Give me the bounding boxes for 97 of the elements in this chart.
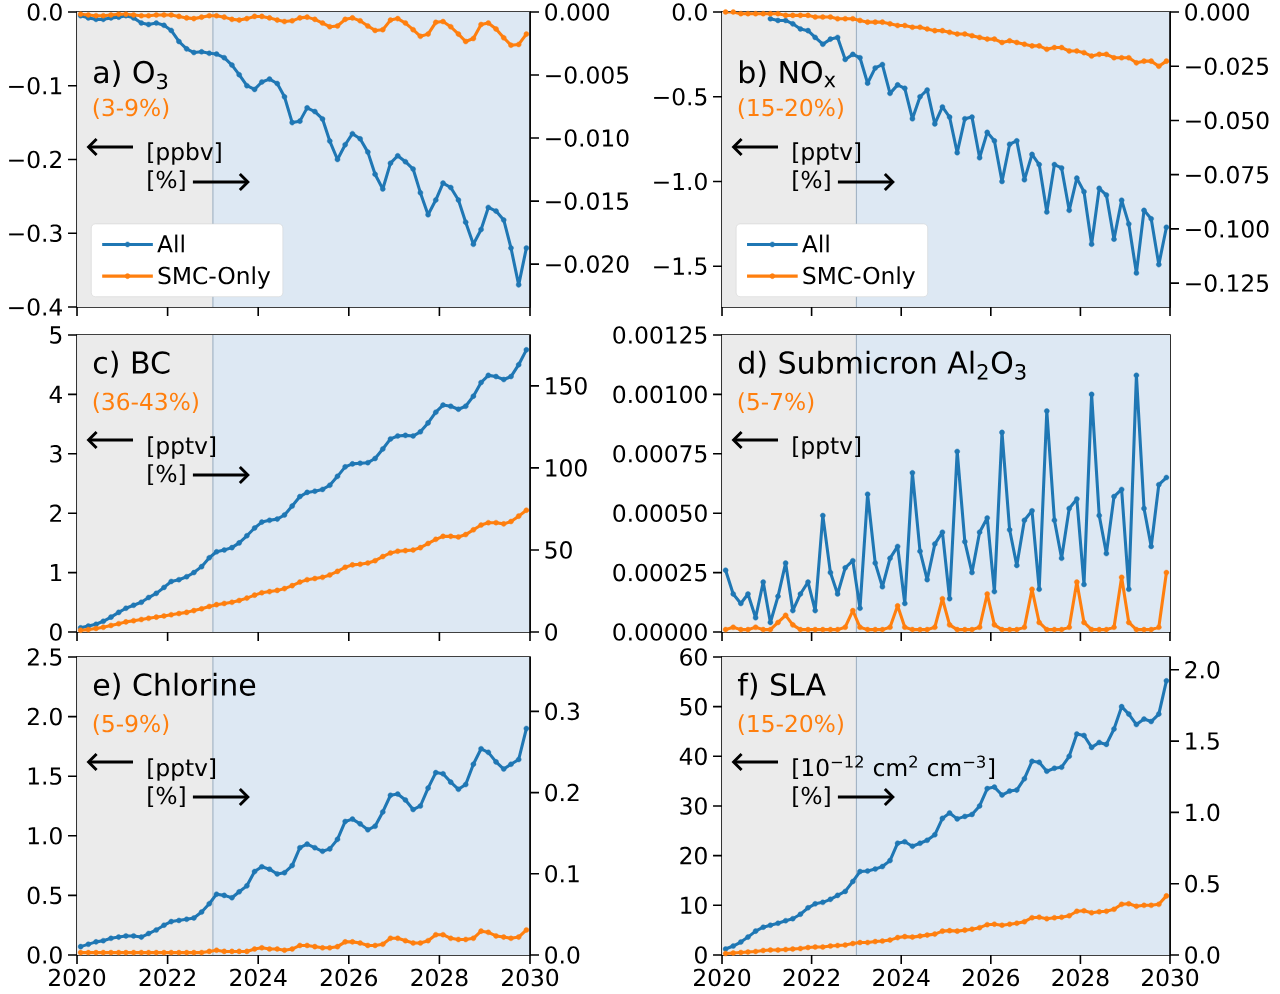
y-tick-label: 0 (695, 946, 707, 964)
y-tick-label: −1.0 (654, 172, 707, 191)
annotation: (15-20%) (738, 714, 843, 736)
annotation: [10$^{−12}$ cm$^{2}$ cm$^{−3}$] (793, 755, 995, 780)
y-tick-label: −0.5 (654, 87, 707, 106)
y-tick-label: 0.00075 (613, 444, 707, 463)
legend-label: All (157, 234, 184, 253)
y2-tick-label: 0.5 (1185, 874, 1219, 893)
y2-tick-label: −0.015 (546, 192, 629, 210)
y2-tick-label: 100 (546, 459, 587, 477)
y-tick-label: 2 (50, 504, 61, 522)
chart-title: f) SLA (737, 672, 826, 700)
y-tick-label: −0.1 (9, 76, 62, 95)
annotation: (3-9%) (93, 98, 169, 120)
chart-title: e) Chlorine (93, 672, 256, 700)
y-tick-label: 0.0 (27, 3, 62, 21)
y-tick-label: 10 (681, 896, 707, 915)
text: d) Submicron Al$_{2}$O$_{3}$ (738, 350, 1026, 380)
y2-tick-label: 0.0 (1185, 946, 1220, 964)
text: b) NO$_{x}$ (740, 60, 836, 88)
y2-tick-label: −0.020 (546, 255, 629, 273)
annotation: [pptv] (793, 142, 861, 165)
annotation: [%] (148, 464, 185, 486)
y-tick-label: 2.0 (27, 707, 62, 726)
y-tick-label: 0.0 (27, 946, 62, 964)
y-tick-label: 1 (51, 564, 62, 582)
x-tick-label: 2028 (1052, 968, 1109, 987)
annotation: (36-43%) (93, 392, 198, 414)
y2-tick-label: 0.0 (545, 946, 580, 964)
y2-tick-label: 0.1 (545, 864, 579, 883)
y-tick-label: −0.3 (9, 224, 62, 243)
y-tick-label: 0.5 (27, 886, 62, 905)
y2-tick-label: 1.5 (1186, 732, 1219, 750)
x-tick-label: 2022 (139, 968, 195, 987)
y-tick-label: 50 (680, 697, 707, 716)
chart-title: c) BC (93, 350, 170, 378)
y2-tick-label: 50 (545, 541, 572, 559)
y-tick-label: −1.5 (654, 257, 707, 275)
y-tick-label: 30 (680, 797, 707, 815)
y2-tick-label: −0.100 (1186, 220, 1269, 238)
y-tick-label: 5 (50, 326, 62, 344)
y-tick-label: 0.0 (672, 3, 707, 21)
y-tick-label: 0 (50, 623, 62, 641)
y-tick-label: 2.5 (27, 648, 62, 666)
y2-tick-label: −0.050 (1186, 111, 1269, 130)
legend-label: SMC-Only (158, 266, 271, 289)
x-tick-label: 2020 (694, 968, 751, 987)
y-tick-label: 0.00100 (613, 385, 707, 404)
annotation: [pptv] (148, 436, 216, 459)
y2-tick-label: 2.0 (1185, 661, 1220, 679)
annotation: [pptv] (148, 758, 216, 781)
annotation: [%] (148, 786, 185, 808)
x-tick-label: 2026 (320, 968, 378, 987)
y2-tick-label: −0.005 (546, 66, 629, 84)
y2-tick-label: 150 (546, 377, 587, 395)
y-tick-label: 0.00000 (613, 623, 707, 641)
y-tick-label: 4 (49, 385, 62, 403)
x-tick-label: 2022 (783, 968, 839, 987)
x-tick-label: 2020 (49, 968, 106, 987)
legend-label: SMC-Only (803, 266, 915, 289)
y-tick-label: 0.00125 (613, 326, 707, 344)
annotation: [%] (793, 786, 830, 808)
x-tick-label: 2026 (962, 968, 1020, 987)
x-tick-label: 2030 (1142, 968, 1199, 987)
annotation: (5-7%) (738, 392, 814, 414)
annotation: [%] (148, 170, 185, 192)
annotation: [%] (793, 170, 830, 192)
x-tick-label: 2024 (873, 968, 930, 987)
y2-tick-label: 0.000 (545, 3, 609, 21)
y-tick-label: 0.00050 (613, 504, 707, 523)
y2-tick-label: 0.000 (1185, 3, 1249, 21)
y-tick-label: −0.2 (9, 150, 61, 169)
annotation: [pptv] (793, 436, 861, 459)
y-tick-label: 0.00025 (613, 563, 707, 582)
y2-tick-label: −0.125 (1186, 274, 1268, 292)
y-tick-label: −0.4 (9, 298, 62, 316)
annotation: (15-20%) (738, 98, 843, 120)
y2-tick-label: −0.025 (1186, 57, 1268, 76)
x-tick-label: 2024 (230, 968, 287, 987)
y2-tick-label: 0 (545, 623, 558, 641)
y2-tick-label: 0.2 (545, 783, 579, 802)
y-tick-label: 3 (50, 444, 62, 463)
y-tick-label: 1.0 (28, 826, 62, 845)
y2-tick-label: −0.075 (1186, 165, 1268, 184)
y-tick-label: 1.5 (28, 767, 62, 785)
annotation: [ppbv] (148, 142, 221, 165)
y-tick-label: 40 (679, 747, 707, 766)
text: a) O$_{3}$ (94, 60, 168, 90)
annotation: (5-9%) (93, 714, 169, 736)
x-tick-label: 2030 (502, 968, 559, 987)
y-tick-label: 20 (680, 846, 707, 865)
x-tick-label: 2028 (411, 968, 468, 987)
legend-label: All (802, 234, 829, 253)
y2-tick-label: 1.0 (1186, 803, 1220, 822)
y2-tick-label: −0.010 (546, 129, 629, 147)
y2-tick-label: 0.3 (545, 702, 579, 721)
y-tick-label: 60 (680, 648, 707, 666)
